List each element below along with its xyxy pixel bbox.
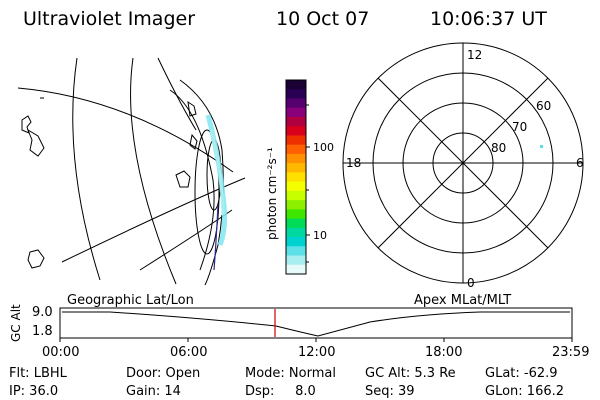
status-glat: GLat: -62.9 <box>485 366 558 381</box>
colorbar-stripe <box>286 237 306 247</box>
timeline-left-label: Geographic Lat/Lon <box>67 293 194 308</box>
colorbar-stripe <box>286 89 306 100</box>
altitude-curve <box>62 311 570 337</box>
colorbar-stripe <box>286 116 306 127</box>
timeline-xtick-2359: 23:59 <box>552 345 590 360</box>
timeline-xtick-1200: 12:00 <box>298 345 336 360</box>
instrument-title: Ultraviolet Imager <box>23 8 196 30</box>
colorbar-stripe <box>286 107 306 118</box>
colorbar <box>285 79 310 275</box>
polar-mlt-18: 18 <box>346 156 361 170</box>
geographic-image-panel <box>17 57 246 286</box>
polar-lat-70: 70 <box>512 120 527 134</box>
colorbar-stripe <box>286 163 306 173</box>
colorbar-stripe <box>286 181 306 192</box>
status-mode: Mode: Normal <box>245 366 336 381</box>
colorbar-stripe <box>286 172 306 183</box>
colorbar-stripe <box>286 264 306 275</box>
polar-emission-dot <box>540 145 543 148</box>
status-ip: IP: 36.0 <box>9 384 59 399</box>
status-glon: GLon: 166.2 <box>485 384 565 399</box>
polar-mlt-6: 6 <box>576 156 584 170</box>
timeline-ytick-1-8: 1.8 <box>32 324 53 339</box>
colorbar-stripe <box>286 80 306 90</box>
timeline-xtick-1800: 18:00 <box>425 345 463 360</box>
polar-lat-80: 80 <box>491 141 506 155</box>
polar-mlt-0: 0 <box>467 276 475 290</box>
colorbar-unit-label: photon cm⁻²s⁻¹ <box>265 147 279 240</box>
status-gain: Gain: 14 <box>126 384 181 399</box>
colorbar-stripe <box>286 255 306 266</box>
colorbar-stripe <box>286 209 306 220</box>
timeline-right-label: Apex MLat/MLT <box>414 293 512 308</box>
colorbar-stripe <box>286 190 306 201</box>
timeline-xtick-0000: 00:00 <box>42 345 80 360</box>
timeline-axis-title: GC Alt <box>9 304 23 342</box>
colorbar-stripe <box>286 135 306 146</box>
status-seq: Seq: 39 <box>365 384 415 399</box>
timeline-ytick-9: 9.0 <box>32 305 53 320</box>
colorbar-stripe <box>286 218 306 229</box>
status-door: Door: Open <box>126 366 201 381</box>
polar-lat-60: 60 <box>536 99 551 113</box>
colorbar-stripe <box>286 144 306 155</box>
polar-plot <box>342 42 584 284</box>
colorbar-stripe <box>286 153 306 164</box>
colorbar-stripe <box>286 126 306 137</box>
observation-time: 10:06:37 UT <box>430 8 547 30</box>
colorbar-tick-10: 10 <box>313 229 327 242</box>
colorbar-gradient <box>286 80 306 275</box>
status-filter: Flt: LBHL <box>9 366 67 381</box>
status-dsp: Dsp: 8.0 <box>245 384 316 399</box>
auroral-emission <box>205 114 227 271</box>
colorbar-stripe <box>286 98 306 109</box>
colorbar-tick-100: 100 <box>313 141 334 154</box>
status-gc-alt: GC Alt: 5.3 Re <box>365 366 456 381</box>
colorbar-stripe <box>286 200 306 210</box>
timeline-xtick-0600: 06:00 <box>170 345 208 360</box>
observation-date: 10 Oct 07 <box>276 8 370 30</box>
colorbar-stripe <box>286 246 306 257</box>
orbit-timeline <box>59 307 573 342</box>
colorbar-stripe <box>286 227 306 238</box>
polar-mlt-12: 12 <box>467 48 482 62</box>
